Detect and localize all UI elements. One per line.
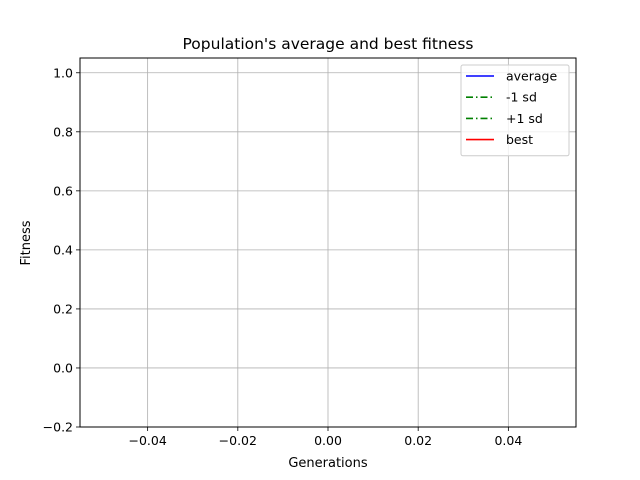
legend-box — [460, 64, 570, 157]
y-tick-label: 0.8 — [53, 124, 73, 139]
legend: average -1 sd +1 sd best — [460, 64, 570, 157]
legend-entry-label: average — [506, 69, 557, 84]
y-tick-label: 0.0 — [53, 360, 73, 375]
chart-title: Population's average and best fitness — [183, 35, 474, 53]
y-tick-label: −0.2 — [43, 420, 73, 435]
legend-entry-label: +1 sd — [506, 111, 543, 126]
x-tick-label: −0.04 — [128, 433, 166, 448]
x-tick-label: 0.02 — [404, 433, 432, 448]
y-tick-label: 0.2 — [53, 301, 73, 316]
x-tick-label: 0.00 — [314, 433, 342, 448]
x-tick-label: −0.02 — [219, 433, 257, 448]
tick-layer: −0.04 −0.02 0.00 0.02 0.04 −0.2 0.0 0.2 0.4 0.6 0.… — [43, 65, 523, 448]
legend-entry-label: best — [506, 132, 533, 147]
y-axis-label: Fitness — [19, 220, 34, 265]
y-tick-label: 0.4 — [53, 242, 73, 257]
x-axis-label: Generations — [288, 456, 368, 471]
y-tick-label: 0.6 — [53, 183, 73, 198]
y-tick-label: 1.0 — [53, 65, 73, 80]
legend-entry-label: -1 sd — [506, 90, 537, 105]
x-tick-label: 0.04 — [494, 433, 522, 448]
